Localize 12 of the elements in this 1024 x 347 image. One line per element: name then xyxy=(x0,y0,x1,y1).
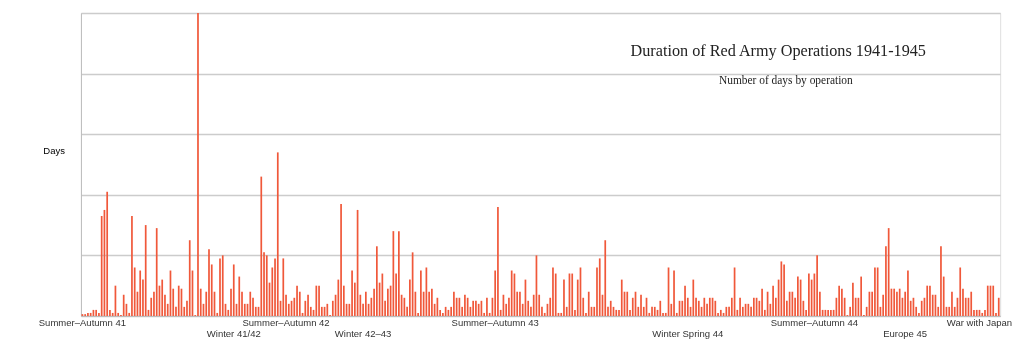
x-tick-label: Summer–Autumn 43 xyxy=(451,316,539,328)
x-tick-label: Summer–Autumn 41 xyxy=(38,316,127,328)
x-tick-label: Winter 42–43 xyxy=(334,328,392,340)
y-axis-title: Days xyxy=(43,145,66,157)
x-tick-label: War with Japan xyxy=(946,316,1013,328)
text: Number of days by operation xyxy=(718,73,854,87)
x-tick-label: Summer–Autumn 44 xyxy=(770,316,859,328)
x-tick-label: Europe 45 xyxy=(883,328,928,340)
x-tick-label: Winter 41/42 xyxy=(206,328,261,340)
text: Duration of Red Army Operations 1941-1945 xyxy=(630,41,926,60)
x-tick-label: Winter Spring 44 xyxy=(652,328,724,340)
x-tick-label: Summer–Autumn 42 xyxy=(242,316,330,328)
